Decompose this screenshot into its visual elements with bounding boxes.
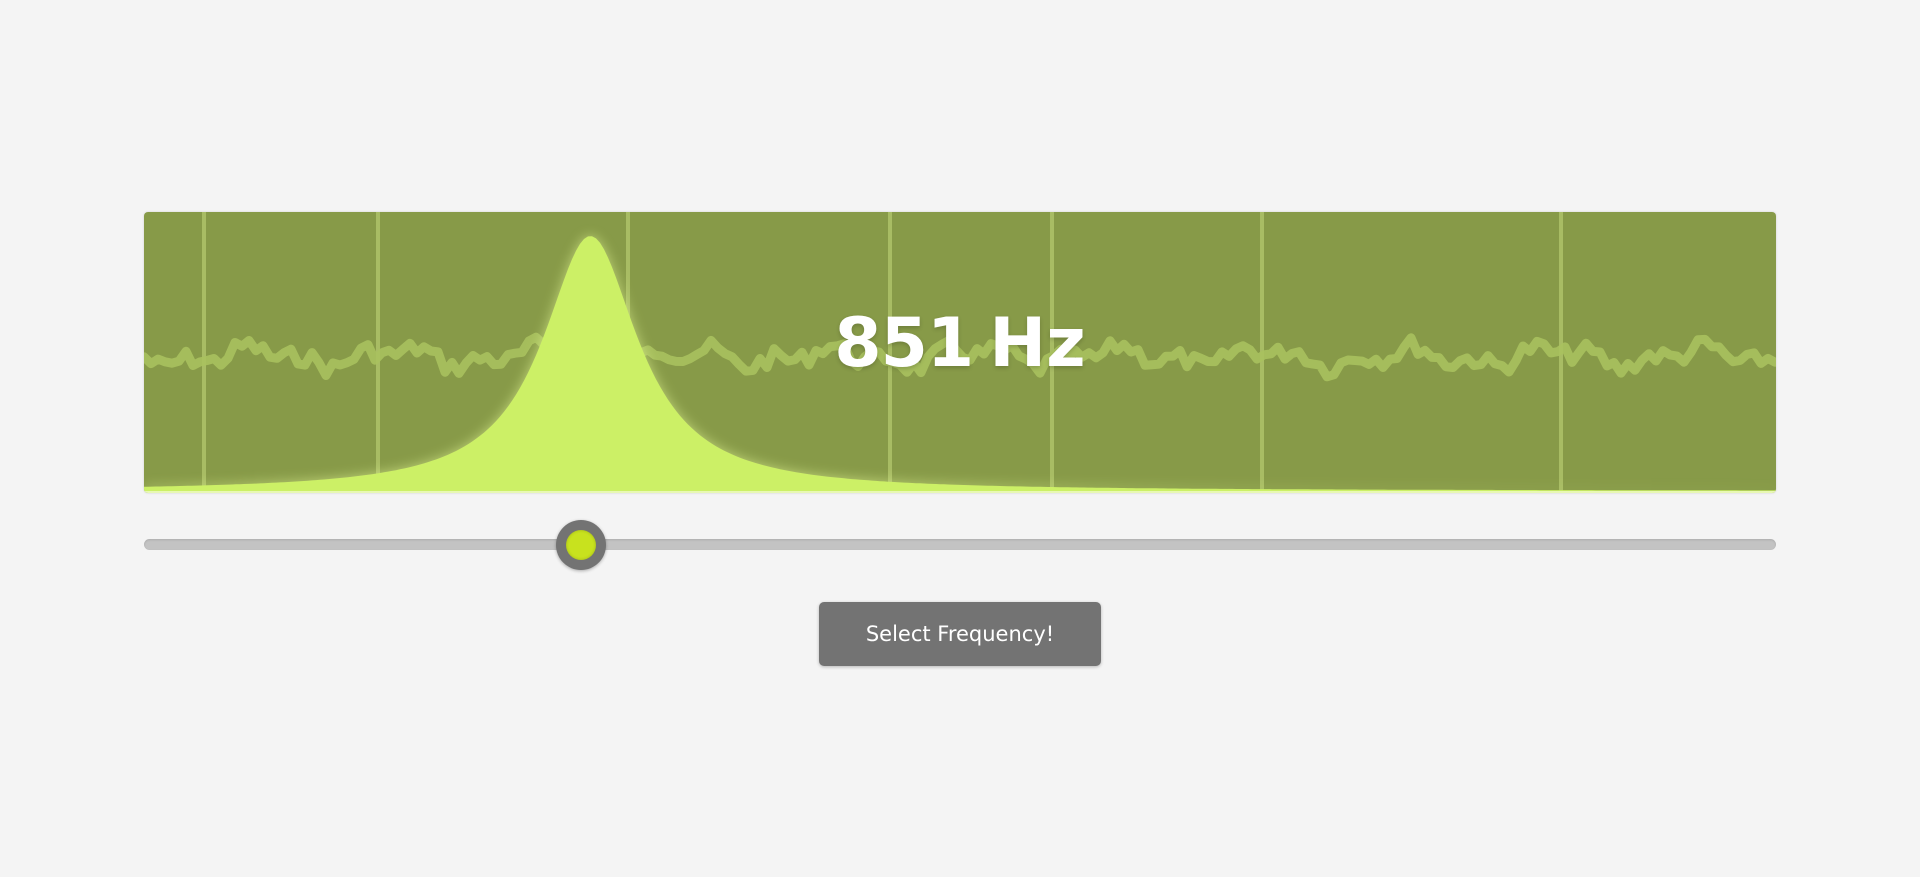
select-frequency-button[interactable]: Select Frequency! — [819, 602, 1101, 666]
frequency-slider[interactable] — [144, 520, 1776, 570]
frequency-visualizer: 851 Hz — [144, 212, 1776, 493]
noise-waveform — [144, 332, 1776, 382]
baseline — [144, 491, 1776, 493]
slider-track[interactable] — [144, 539, 1776, 550]
grid-line — [202, 212, 206, 493]
frequency-peak — [144, 236, 1776, 491]
grid-line — [888, 212, 892, 493]
spectrum-canvas — [144, 212, 1776, 493]
slider-thumb-center[interactable] — [566, 530, 597, 560]
slider-thumb[interactable] — [556, 520, 607, 570]
